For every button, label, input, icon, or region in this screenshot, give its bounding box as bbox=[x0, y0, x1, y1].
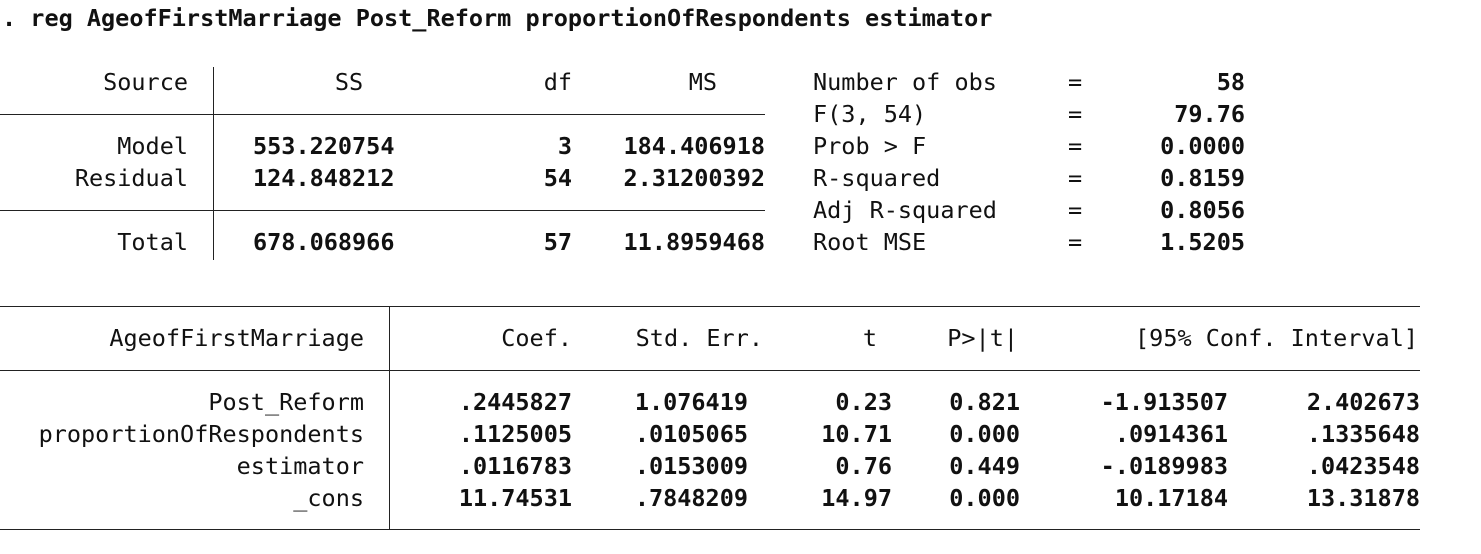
coef-t: 14.97 bbox=[821, 484, 892, 512]
coef-header-t: t bbox=[862, 324, 877, 352]
coef-header-se: Std. Err. bbox=[635, 324, 763, 352]
coef-ci-low: .0914361 bbox=[1114, 420, 1228, 448]
stat-equals: = bbox=[1068, 196, 1083, 224]
coef-p: 0.449 bbox=[949, 452, 1020, 480]
coef-ci-low: 10.17184 bbox=[1114, 484, 1228, 512]
stat-equals: = bbox=[1068, 68, 1083, 96]
coef-header-divider bbox=[0, 370, 1420, 371]
stat-value: 0.8056 bbox=[1160, 196, 1245, 224]
coef-var: _cons bbox=[293, 484, 364, 512]
coef-header-ci: [95% Conf. Interval] bbox=[1135, 324, 1418, 352]
coef-se: .0105065 bbox=[634, 420, 748, 448]
stat-label: Root MSE bbox=[813, 228, 927, 256]
anova-total-divider bbox=[0, 210, 765, 211]
anova-ss: 678.068966 bbox=[253, 228, 395, 256]
coef-p: 0.000 bbox=[949, 420, 1020, 448]
stat-label: F(3, 54) bbox=[813, 100, 927, 128]
coef-var: estimator bbox=[236, 452, 364, 480]
coef-ci-low: -1.913507 bbox=[1100, 388, 1228, 416]
coef-ci-low: -.0189983 bbox=[1100, 452, 1228, 480]
coef-ci-high: 2.402673 bbox=[1306, 388, 1420, 416]
anova-ms: 11.8959468 bbox=[623, 228, 765, 256]
stat-equals: = bbox=[1068, 228, 1083, 256]
anova-source: Residual bbox=[74, 164, 188, 192]
anova-vertical-divider bbox=[213, 67, 214, 260]
coef-top-rule bbox=[0, 306, 1420, 307]
anova-source: Total bbox=[117, 228, 188, 256]
coef-ci-high: 13.31878 bbox=[1306, 484, 1420, 512]
anova-ss: 124.848212 bbox=[253, 164, 395, 192]
coef-header-p: P>|t| bbox=[947, 324, 1018, 352]
command-line: . reg AgeofFirstMarriage Post_Reform pro… bbox=[2, 4, 993, 32]
coef-ci-high: .1335648 bbox=[1306, 420, 1420, 448]
coef-value: .0116783 bbox=[458, 452, 572, 480]
coef-se: .7848209 bbox=[634, 484, 748, 512]
anova-header-ms: MS bbox=[688, 68, 717, 96]
anova-header-divider bbox=[0, 114, 765, 115]
anova-header-ss: SS bbox=[334, 68, 364, 96]
anova-ms: 184.406918 bbox=[623, 132, 765, 160]
stat-equals: = bbox=[1068, 100, 1083, 128]
stat-equals: = bbox=[1068, 132, 1083, 160]
coef-t: 0.23 bbox=[835, 388, 892, 416]
stat-value: 58 bbox=[1216, 68, 1245, 96]
coef-header-coef: Coef. bbox=[501, 324, 572, 352]
stat-label: R-squared bbox=[813, 164, 941, 192]
coef-value: .1125005 bbox=[458, 420, 572, 448]
stat-value: 0.0000 bbox=[1160, 132, 1245, 160]
coef-value: 11.74531 bbox=[458, 484, 572, 512]
coef-value: .2445827 bbox=[458, 388, 572, 416]
coef-p: 0.000 bbox=[949, 484, 1020, 512]
stat-value: 79.76 bbox=[1174, 100, 1245, 128]
stat-label: Number of obs bbox=[813, 68, 997, 96]
anova-header-source: Source bbox=[103, 68, 188, 96]
anova-header-df: df bbox=[543, 68, 572, 96]
coef-se: .0153009 bbox=[634, 452, 748, 480]
coef-vertical-divider bbox=[389, 306, 390, 530]
anova-df: 3 bbox=[557, 132, 572, 160]
anova-ss: 553.220754 bbox=[253, 132, 395, 160]
anova-ms: 2.31200392 bbox=[623, 164, 765, 192]
coef-ci-high: .0423548 bbox=[1306, 452, 1420, 480]
stat-equals: = bbox=[1068, 164, 1083, 192]
anova-df: 57 bbox=[543, 228, 572, 256]
coef-var: proportionOfRespondents bbox=[38, 420, 364, 448]
coef-p: 0.821 bbox=[949, 388, 1020, 416]
stat-label: Prob > F bbox=[813, 132, 927, 160]
coef-se: 1.076419 bbox=[634, 388, 748, 416]
coef-header-depvar: AgeofFirstMarriage bbox=[109, 324, 364, 352]
coef-t: 0.76 bbox=[835, 452, 892, 480]
coef-t: 10.71 bbox=[821, 420, 892, 448]
stat-value: 0.8159 bbox=[1160, 164, 1245, 192]
coef-var: Post_Reform bbox=[208, 388, 364, 416]
anova-df: 54 bbox=[543, 164, 572, 192]
anova-source: Model bbox=[117, 132, 188, 160]
coef-bottom-rule bbox=[0, 529, 1420, 530]
stat-label: Adj R-squared bbox=[813, 196, 997, 224]
stat-value: 1.5205 bbox=[1160, 228, 1245, 256]
